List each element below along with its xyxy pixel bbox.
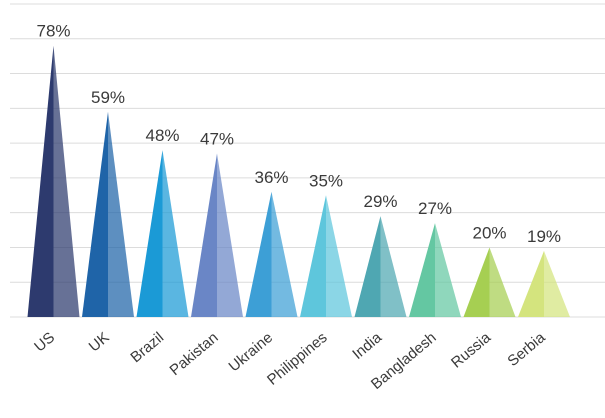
bar-india-right: [380, 216, 407, 317]
bar-bangladesh-right: [435, 223, 461, 317]
data-label: 20%: [472, 223, 506, 242]
bar-brazil-left: [136, 150, 163, 317]
x-tick-label: UK: [86, 329, 113, 355]
bar-philippines-right: [326, 195, 352, 317]
bar-serbia-right: [544, 250, 570, 317]
bar-uk-left: [82, 111, 108, 317]
bar-ukraine-left: [245, 191, 272, 317]
bar-us-right: [53, 45, 80, 317]
x-tick-label: Russia: [448, 329, 495, 372]
bar-pakistan-left: [191, 153, 217, 317]
x-tick-label: India: [349, 329, 385, 363]
bar-pakistan-right: [217, 153, 243, 317]
bar-russia-left: [463, 247, 490, 317]
data-label: 47%: [200, 130, 234, 149]
bar-philippines-left: [300, 195, 326, 317]
data-label: 36%: [254, 168, 288, 187]
bar-serbia-left: [518, 250, 544, 317]
data-label: 29%: [363, 192, 397, 211]
x-tick-label: Philippines: [264, 329, 331, 389]
bar-bangladesh-left: [409, 223, 435, 317]
x-tick-label: Pakistan: [167, 329, 222, 379]
x-tick-label: Serbia: [504, 329, 549, 370]
data-label: 27%: [418, 199, 452, 218]
data-label: 59%: [91, 88, 125, 107]
x-tick-label: Brazil: [127, 329, 167, 366]
data-label: 48%: [145, 126, 179, 145]
data-label: 35%: [309, 171, 343, 190]
x-tick-label: Ukraine: [226, 329, 277, 375]
data-label: 78%: [36, 22, 70, 41]
bar-ukraine-right: [271, 191, 298, 317]
bar-russia-right: [489, 247, 516, 317]
data-label: 19%: [527, 227, 561, 246]
bar-us-left: [27, 45, 54, 317]
bar-brazil-right: [162, 150, 189, 317]
bar-uk-right: [108, 111, 134, 317]
bar-india-left: [354, 216, 381, 317]
x-tick-label: US: [31, 329, 58, 355]
